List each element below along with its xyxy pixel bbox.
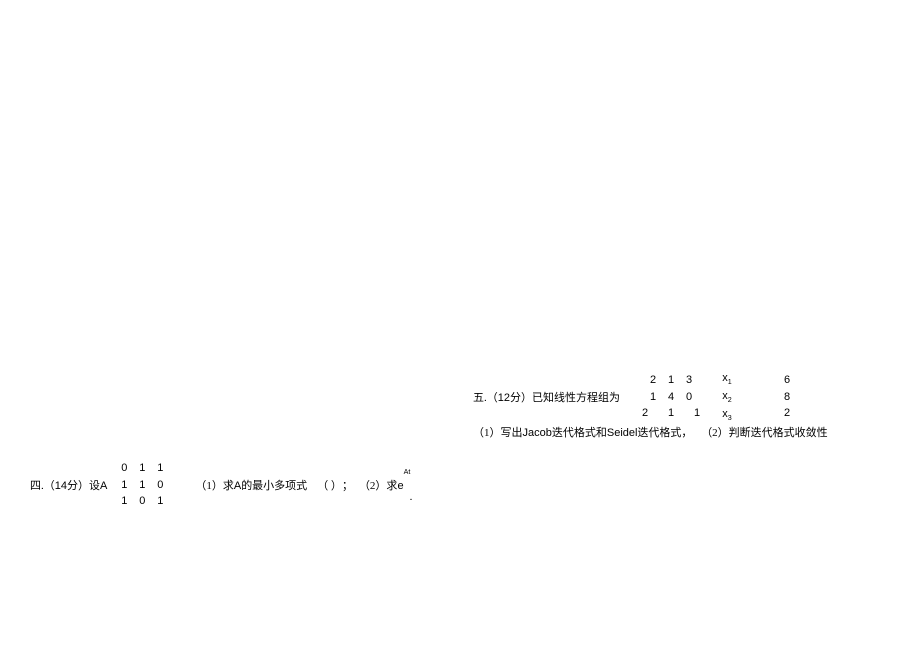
- matrix-cell: 3: [680, 372, 698, 389]
- p5-suffix: ）已知线性方程组为: [521, 392, 620, 404]
- p5-vector-b: 6 8 2: [778, 372, 796, 422]
- matrix-cell: 1: [684, 405, 710, 422]
- p4-var: A: [100, 480, 107, 492]
- matrix-cell: 0: [115, 460, 133, 477]
- p5-sub-b: 迭代格式和: [552, 427, 607, 439]
- p4-part1-c: 的最小多项式: [241, 480, 307, 492]
- matrix-cell: 1: [133, 477, 151, 494]
- p5-sub-d: （2）判断迭代格式收敛性: [701, 427, 828, 439]
- x-idx: 1: [728, 378, 732, 386]
- matrix-cell: 4: [662, 389, 680, 406]
- p5-jacob: Jacob: [523, 427, 552, 439]
- matrix-cell: 2: [632, 405, 658, 422]
- p4-part2-a: （2）求: [359, 480, 398, 492]
- x-idx: 2: [728, 396, 732, 404]
- p5-vector-x: x1 x2 x3: [714, 370, 740, 424]
- p5-points: 12分: [498, 392, 521, 404]
- matrix-cell: 1: [133, 460, 151, 477]
- p5-sub-c: 迭代格式，: [637, 427, 692, 439]
- matrix-cell: 1: [644, 389, 662, 406]
- matrix-cell: 1: [115, 493, 133, 510]
- matrix-cell: 0: [133, 493, 151, 510]
- matrix-cell: 6: [778, 372, 796, 389]
- matrix-row: 2 1 1: [632, 405, 710, 422]
- p4-exp: At: [404, 468, 411, 476]
- p5-prefix: 五.（: [473, 392, 498, 404]
- p5-label: 五.（12分）已知线性方程组为: [473, 389, 620, 405]
- x-idx: 3: [728, 414, 732, 422]
- matrix-cell: 0: [151, 477, 169, 494]
- matrix-row: 2: [778, 405, 796, 422]
- p4-prefix: 四.（: [30, 480, 55, 492]
- matrix-row: 1 4 0: [632, 389, 710, 406]
- problem-5-subparts: （1）写出Jacob迭代格式和Seidel迭代格式， （2）判断迭代格式收敛性: [473, 424, 828, 440]
- matrix-row: 1 0 1: [115, 493, 169, 510]
- matrix-row: 6: [778, 372, 796, 389]
- p5-seidel: Seidel: [607, 427, 638, 439]
- problem-4: 四.（14分）设A 0 1 1 1 1 0 1 0 1 （1）求A的最小多项式 …: [30, 460, 410, 510]
- p4-dot: .: [410, 491, 413, 503]
- matrix-cell: 0: [680, 389, 698, 406]
- p4-phi: （ ）: [317, 477, 342, 493]
- matrix-row: x1: [714, 370, 740, 388]
- matrix-cell: x1: [718, 370, 736, 388]
- matrix-row: 0 1 1: [115, 460, 169, 477]
- p4-suffix: ）设: [78, 480, 100, 492]
- matrix-cell: 1: [658, 405, 684, 422]
- matrix-cell: 1: [151, 493, 169, 510]
- matrix-row: x2: [714, 388, 740, 406]
- matrix-row: 2 1 3: [632, 372, 710, 389]
- p4-label: 四.（14分）设A: [30, 477, 107, 493]
- p5-matrix-a: 2 1 3 1 4 0 2 1 1: [632, 372, 710, 422]
- matrix-cell: 1: [151, 460, 169, 477]
- matrix-cell: 2: [644, 372, 662, 389]
- matrix-cell: x3: [714, 406, 740, 424]
- matrix-cell: x2: [718, 388, 736, 406]
- p4-part2: （2）求eAt .: [359, 477, 410, 493]
- p5-sub-a: （1）写出: [473, 427, 523, 439]
- p4-matrix: 0 1 1 1 1 0 1 0 1: [115, 460, 169, 510]
- matrix-cell: 8: [778, 389, 796, 406]
- matrix-row: 1 1 0: [115, 477, 169, 494]
- matrix-cell: 2: [778, 405, 796, 422]
- p4-part2-b: e: [397, 480, 403, 492]
- matrix-row: x3: [714, 406, 740, 424]
- p4-semi: ；: [342, 477, 353, 493]
- p4-part1-a: （1）求: [195, 480, 234, 492]
- p4-part1: （1）求A的最小多项式: [195, 477, 307, 493]
- p4-points: 14分: [55, 480, 78, 492]
- matrix-cell: 1: [662, 372, 680, 389]
- matrix-row: 8: [778, 389, 796, 406]
- matrix-cell: 1: [115, 477, 133, 494]
- problem-5: 五.（12分）已知线性方程组为 2 1 3 1 4 0 2 1 1 x1 x2 …: [473, 370, 804, 424]
